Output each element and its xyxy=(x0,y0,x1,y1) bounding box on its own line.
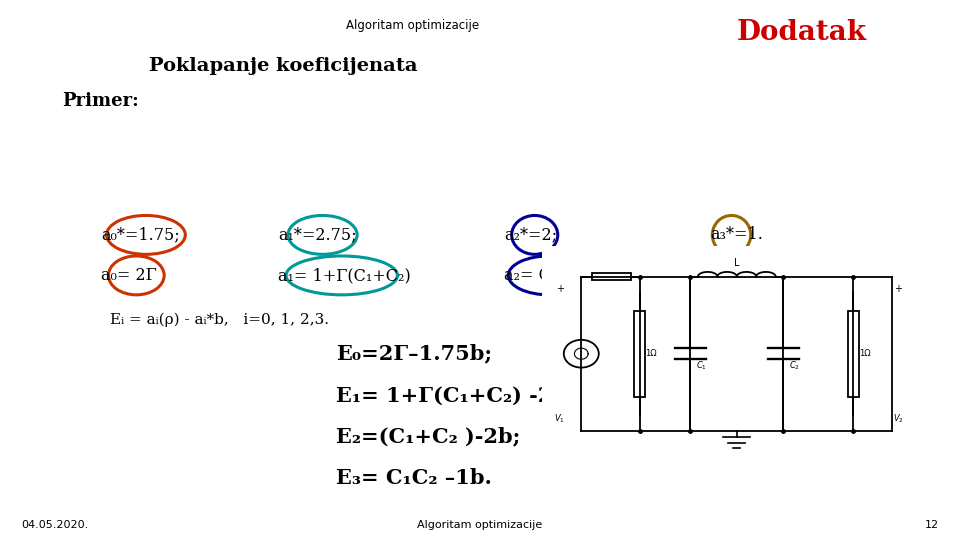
Text: a₂*=2;: a₂*=2; xyxy=(504,226,557,244)
Text: E₂=(C₁+C₂ )-2b;: E₂=(C₁+C₂ )-2b; xyxy=(336,427,520,447)
Text: Algoritam optimizacije: Algoritam optimizacije xyxy=(347,19,479,32)
Text: Dodatak: Dodatak xyxy=(736,19,867,46)
Text: a₂= C₁+C₂: a₂= C₁+C₂ xyxy=(504,267,589,284)
Text: 04.05.2020.: 04.05.2020. xyxy=(21,520,88,530)
Text: a₀= 2Γ: a₀= 2Γ xyxy=(101,267,156,284)
Text: +: + xyxy=(894,284,902,294)
Text: $V_2$: $V_2$ xyxy=(893,413,903,425)
Text: a₁*=2.75;: a₁*=2.75; xyxy=(278,226,357,244)
Text: Poklapanje koeficijenata: Poklapanje koeficijenata xyxy=(149,57,418,75)
Text: E₀=2Γ–1.75b;: E₀=2Γ–1.75b; xyxy=(336,343,492,364)
Text: E₁= 1+Γ(C₁+C₂) -2.75b;: E₁= 1+Γ(C₁+C₂) -2.75b; xyxy=(336,385,612,406)
Text: $C_2$: $C_2$ xyxy=(789,360,801,372)
Text: E₃= C₁C₂ –1b.: E₃= C₁C₂ –1b. xyxy=(336,468,492,489)
Text: a₃=C₁C₂: a₃=C₁C₂ xyxy=(710,267,778,284)
Text: 1Ω: 1Ω xyxy=(645,349,657,358)
Text: L: L xyxy=(734,258,739,268)
Text: Primer:: Primer: xyxy=(62,92,139,110)
Text: Algoritam optimizacije: Algoritam optimizacije xyxy=(418,520,542,530)
Text: a₃*=1.: a₃*=1. xyxy=(710,226,763,244)
Bar xyxy=(634,310,645,397)
Text: 1Ω: 1Ω xyxy=(859,349,871,358)
Text: +: + xyxy=(556,284,564,294)
Text: a₀*=1.75;: a₀*=1.75; xyxy=(101,226,180,244)
Text: Eᵢ = aᵢ(ρ) - aᵢ*b,   i=0, 1, 2,3.: Eᵢ = aᵢ(ρ) - aᵢ*b, i=0, 1, 2,3. xyxy=(110,313,329,327)
Bar xyxy=(591,273,631,280)
Text: 12: 12 xyxy=(924,520,939,530)
Text: $C_1$: $C_1$ xyxy=(696,360,707,372)
Bar xyxy=(848,310,859,397)
Text: a₁= 1+Γ(C₁+C₂): a₁= 1+Γ(C₁+C₂) xyxy=(278,267,411,284)
Text: $V_1$: $V_1$ xyxy=(555,413,565,425)
